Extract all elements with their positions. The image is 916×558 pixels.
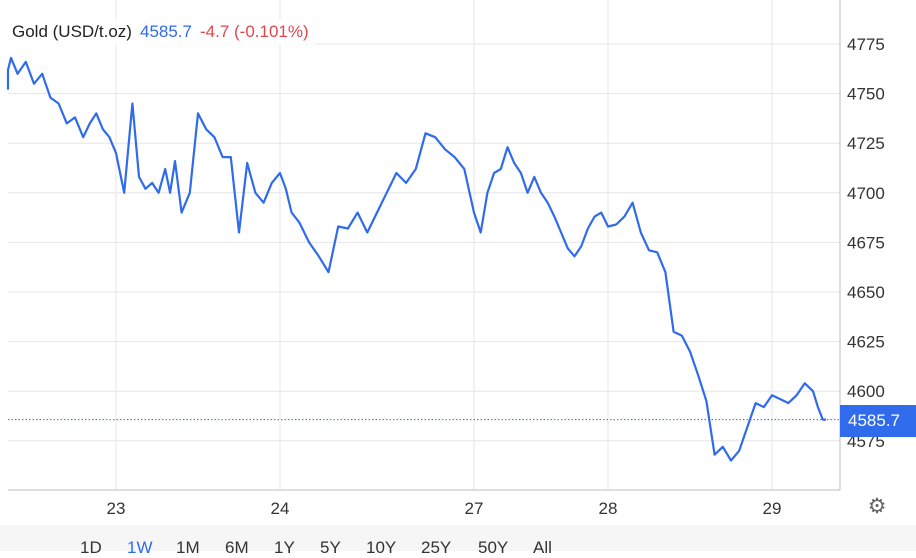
x-tick-label: 28	[599, 499, 618, 518]
y-tick-label: 4775	[847, 35, 885, 54]
chart-header: Gold (USD/t.oz) 4585.7 -4.7 (-0.101%)	[6, 19, 315, 45]
gold-price-line	[6, 56, 827, 462]
range-button-1y[interactable]: 1Y	[274, 538, 295, 557]
x-tick-label: 27	[465, 499, 484, 518]
range-button-25y[interactable]: 25Y	[421, 538, 452, 557]
gear-icon[interactable]: ⚙	[867, 495, 887, 518]
chart-grid	[8, 0, 841, 491]
range-button-6m[interactable]: 6M	[225, 538, 249, 557]
price-change: -4.7 (-0.101%)	[199, 22, 309, 41]
y-tick-label: 4675	[847, 233, 885, 252]
y-tick-label: 4750	[847, 85, 885, 104]
range-button-50y[interactable]: 50Y	[478, 538, 509, 557]
range-button-5y[interactable]: 5Y	[320, 538, 341, 557]
y-tick-label: 4725	[847, 134, 885, 153]
range-button-1m[interactable]: 1M	[176, 538, 200, 557]
y-tick-label: 4700	[847, 184, 885, 203]
range-button-all[interactable]: All	[533, 538, 552, 557]
y-tick-label: 4625	[847, 333, 885, 352]
range-button-1d[interactable]: 1D	[80, 538, 102, 557]
x-tick-label: 23	[107, 499, 126, 518]
y-tick-label: 4600	[847, 382, 885, 401]
x-tick-label: 24	[271, 499, 290, 518]
last-price-tag: 4585.7	[840, 405, 916, 437]
range-button-10y[interactable]: 10Y	[366, 538, 397, 557]
range-button-1w[interactable]: 1W	[127, 538, 153, 557]
price-line-layer	[6, 56, 840, 462]
range-selector-bar	[0, 525, 916, 551]
instrument-title: Gold (USD/t.oz)	[12, 22, 132, 41]
x-tick-label: 29	[763, 499, 782, 518]
y-tick-label: 4650	[847, 283, 885, 302]
current-price: 4585.7	[139, 22, 192, 41]
